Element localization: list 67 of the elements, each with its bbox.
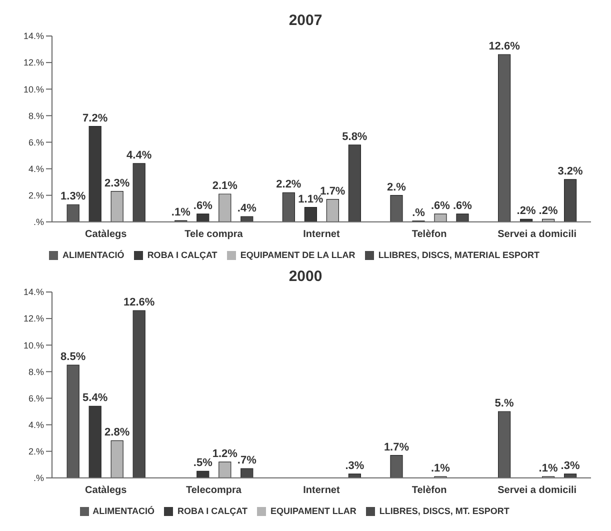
data-label: .% (412, 206, 426, 219)
y-tick-label: .% (33, 473, 44, 484)
y-tick-label: 10.% (23, 84, 44, 94)
x-tick-label: Servei a domicili (498, 228, 577, 240)
y-tick-label: 10.% (23, 340, 44, 350)
data-label: .3% (345, 460, 364, 472)
data-label: .6% (431, 200, 450, 212)
y-tick-label: 8.% (28, 110, 44, 121)
data-label: 12.6% (488, 40, 520, 53)
data-label: 12.6% (123, 296, 155, 309)
data-label: 2.1% (212, 180, 238, 192)
data-label: .2% (538, 205, 558, 218)
data-label: .1% (171, 206, 191, 219)
data-label: 1.7% (384, 441, 410, 454)
data-label: 2.% (387, 181, 406, 194)
data-label: .5% (193, 457, 213, 470)
y-tick-label: 2.% (28, 190, 44, 201)
data-label: 7.2% (82, 112, 108, 124)
legend-label: ROBA I CALÇAT (177, 506, 248, 516)
chart-title: 2000 (288, 268, 324, 285)
legend-label: ALIMENTACIÓ (62, 250, 124, 260)
y-tick-label: 4.% (28, 420, 44, 430)
legend-label: LLIBRES, DISCS, MATERIAL ESPORT (378, 250, 540, 260)
y-tick-label: 14.% (23, 31, 44, 42)
data-label: 8.5% (60, 351, 86, 364)
x-tick-label: Internet (303, 484, 341, 496)
x-tick-label: Catàlegs (85, 228, 128, 240)
data-label: 4.4% (126, 149, 152, 162)
y-tick-label: 8.% (28, 366, 44, 377)
y-tick-label: 12.% (23, 58, 44, 68)
data-label: 5.4% (82, 392, 108, 404)
y-tick-label: 4.% (28, 164, 44, 174)
data-label: .1% (431, 462, 450, 475)
data-label: .6% (453, 200, 472, 212)
x-tick-label: Telèfon (412, 484, 447, 496)
data-label: 2.2% (276, 178, 302, 191)
data-label: 2.3% (104, 177, 130, 190)
data-label: .1% (538, 462, 558, 475)
data-label: 1.2% (212, 448, 238, 460)
data-label: 2.8% (104, 426, 130, 439)
x-tick-label: Internet (303, 228, 341, 240)
legend-label: ROBA I CALÇAT (147, 250, 218, 260)
y-tick-label: 2.% (28, 446, 44, 457)
legend-label: EQUIPAMENT DE LA LLAR (240, 250, 356, 260)
data-label: 5.% (494, 397, 514, 410)
chart-title: 2007 (288, 12, 324, 29)
y-tick-label: 14.% (23, 287, 44, 298)
legend-label: LLIBRES, DISCS, MT. ESPORT (379, 506, 510, 516)
x-tick-label: Telecompra (186, 484, 242, 496)
y-tick-label: 6.% (28, 137, 44, 148)
y-tick-label: .% (33, 217, 44, 228)
y-tick-label: 12.% (23, 314, 44, 324)
x-tick-label: Telèfon (412, 228, 447, 240)
data-label: .7% (237, 454, 257, 467)
x-tick-label: Tele compra (184, 228, 244, 240)
y-tick-label: 6.% (28, 393, 44, 404)
data-label: .3% (560, 460, 580, 472)
data-label: 1.3% (60, 190, 86, 203)
legend-label: EQUIPAMENT LLAR (270, 506, 356, 516)
legend-label: ALIMENTACIÓ (92, 506, 154, 516)
data-label: .4% (237, 202, 257, 215)
data-label: 3.2% (558, 165, 584, 178)
data-label: .6% (193, 200, 213, 212)
x-tick-label: Catàlegs (85, 484, 128, 496)
data-label: .2% (516, 205, 536, 218)
data-label: 5.8% (342, 130, 368, 143)
x-tick-label: Servei a domicili (498, 484, 577, 496)
